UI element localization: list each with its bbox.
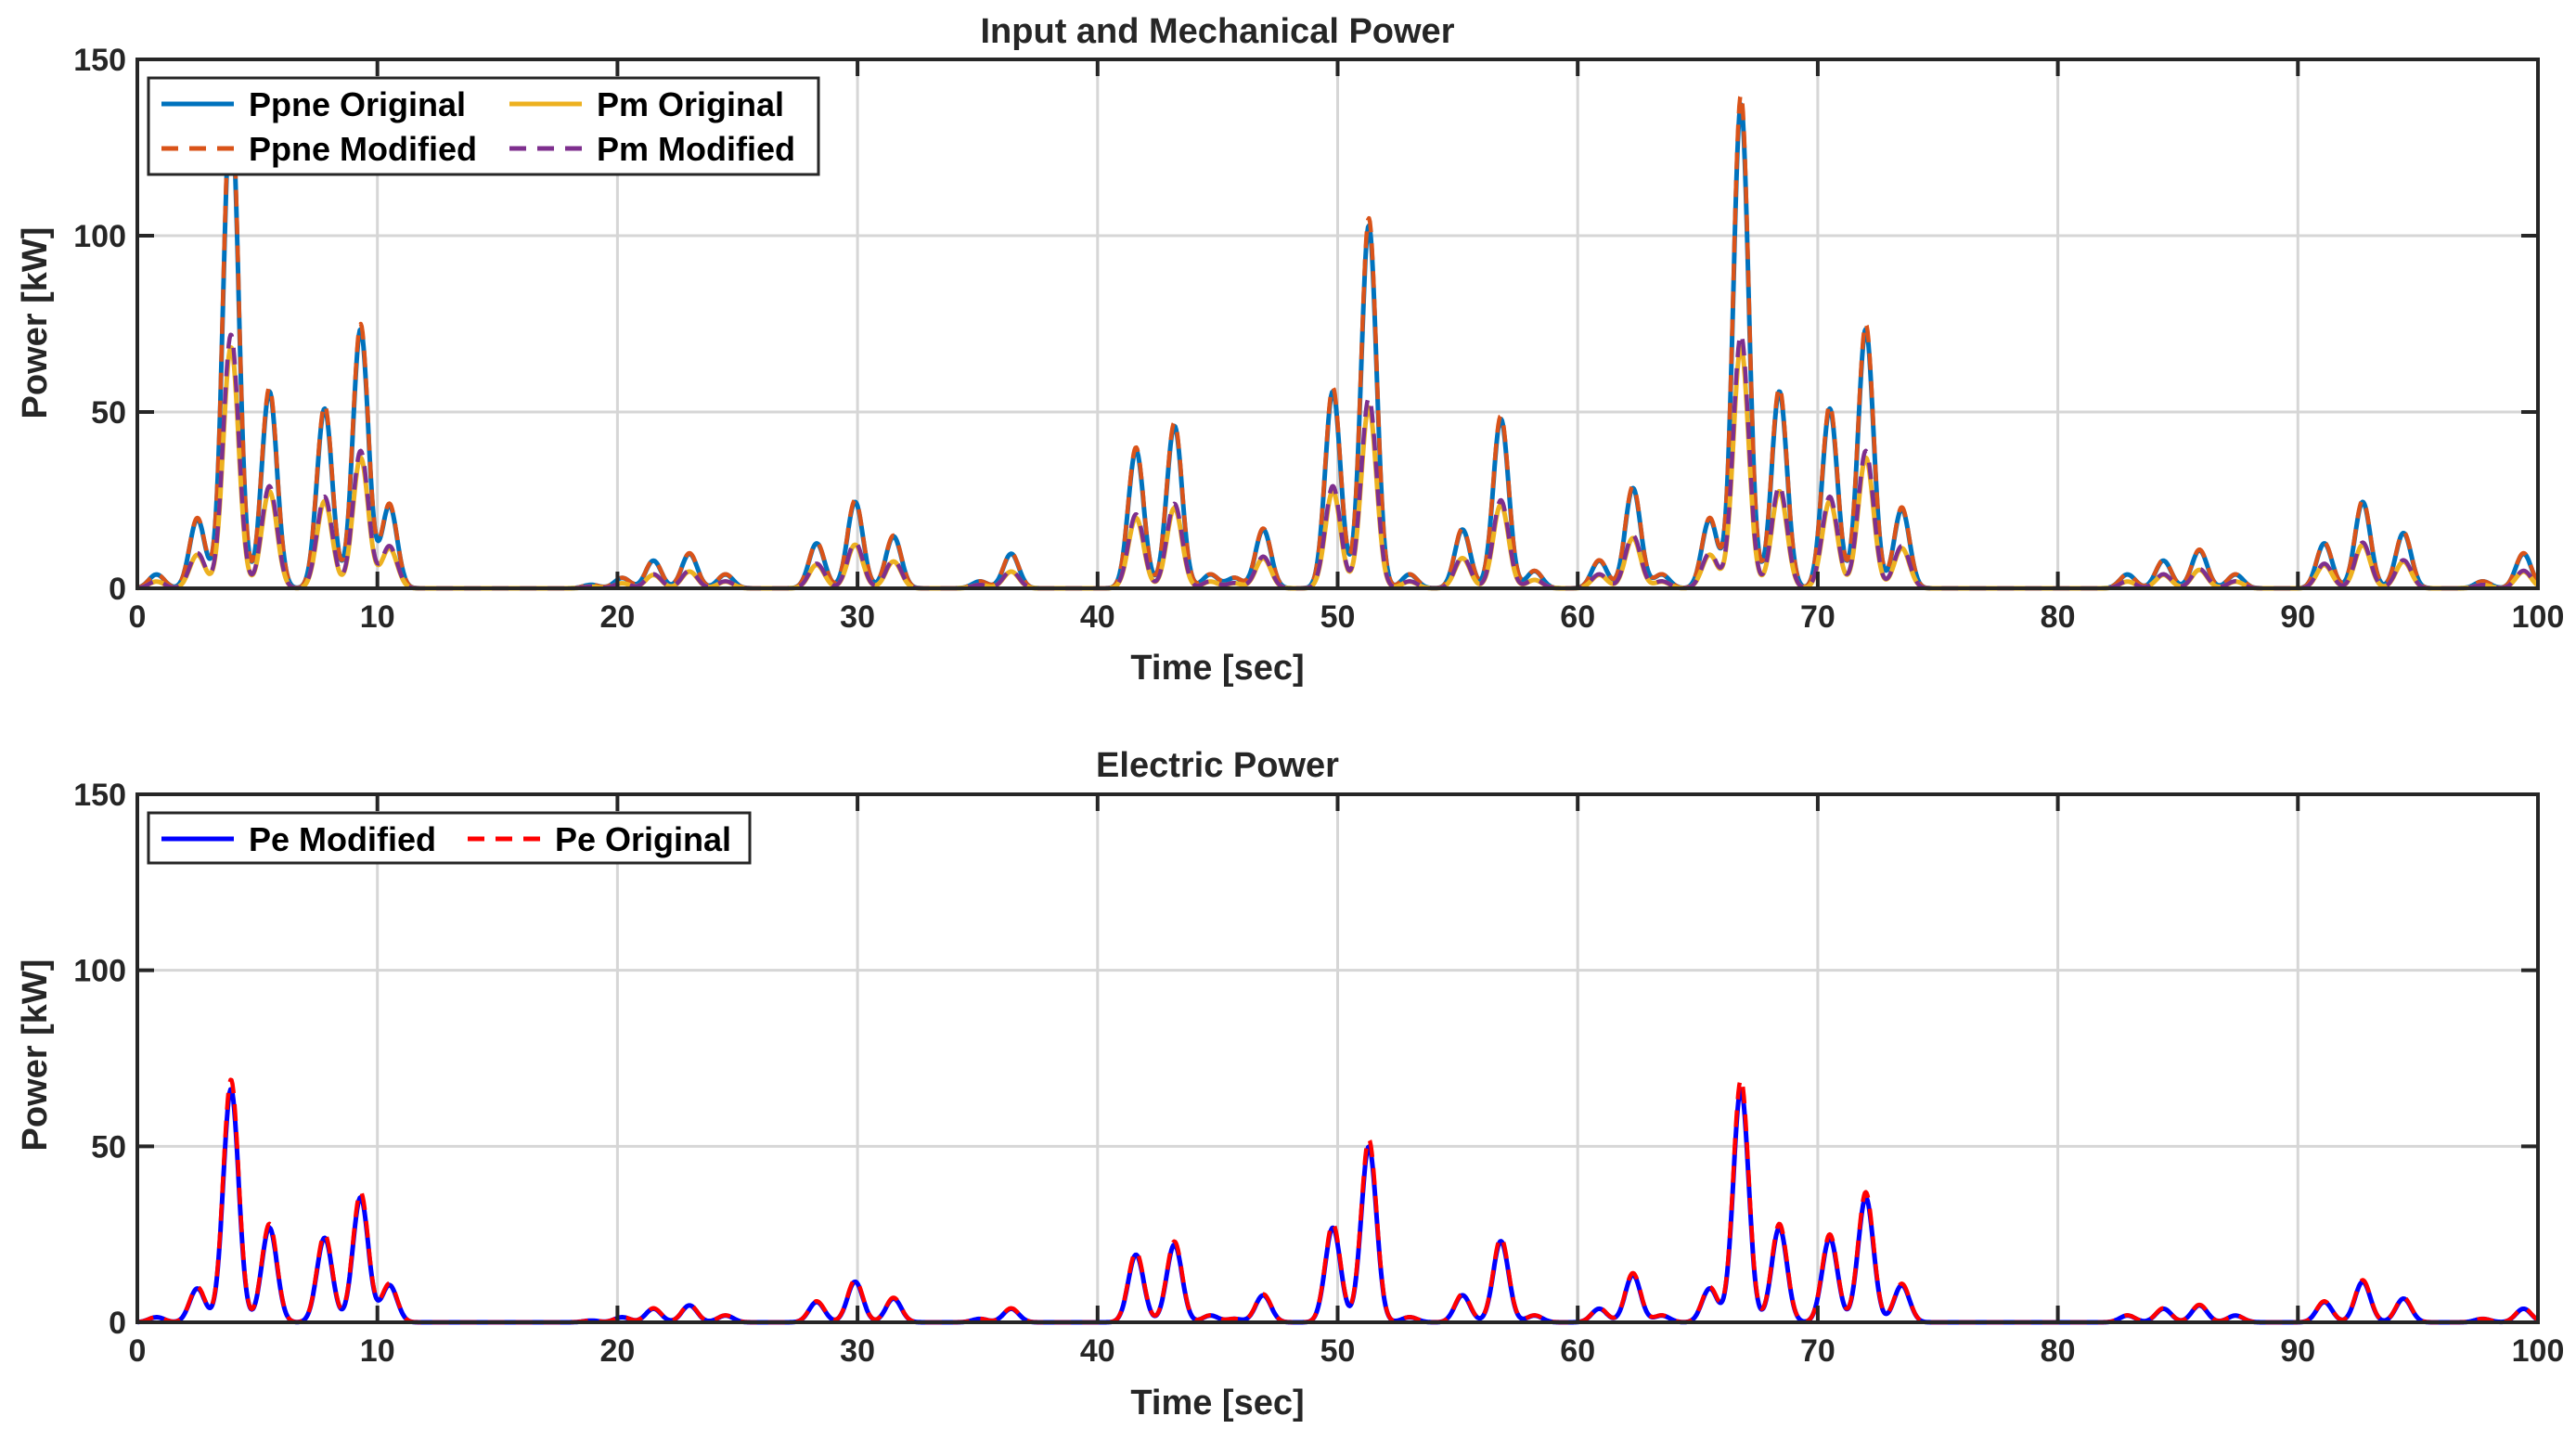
legend-label: Ppne Modified bbox=[249, 130, 477, 168]
x-tick-label: 0 bbox=[129, 1333, 147, 1369]
y-tick-labels: 0 50 100 150 bbox=[73, 43, 126, 607]
series-line-pe-original bbox=[135, 1077, 2540, 1325]
y-tick-label: 150 bbox=[73, 778, 126, 813]
x-tick-labels: 0 10 20 30 40 50 60 70 80 90 100 bbox=[129, 599, 2565, 635]
grid bbox=[137, 794, 2538, 1322]
y-tick-label: 50 bbox=[91, 1129, 126, 1165]
y-tick-label: 100 bbox=[73, 219, 126, 254]
chart-title: Electric Power bbox=[1096, 746, 1339, 785]
x-tick-label: 80 bbox=[2041, 1333, 2076, 1369]
x-tick-label: 10 bbox=[360, 1333, 395, 1369]
x-tick-label: 20 bbox=[599, 599, 635, 635]
x-tick-label: 90 bbox=[2280, 599, 2315, 635]
chart-electric-power: Electric Power 0 10 20 30 40 50 60 70 80 90 100 0 5… bbox=[16, 746, 2564, 1423]
y-tick-label: 150 bbox=[73, 43, 126, 78]
y-tick-label: 0 bbox=[109, 1306, 126, 1341]
legend-label: Pm Original bbox=[597, 85, 784, 123]
x-tick-label: 40 bbox=[1080, 599, 1115, 635]
legend-label: Pe Modified bbox=[249, 820, 436, 858]
y-axis-label: Power [kW] bbox=[16, 959, 55, 1152]
y-tick-label: 100 bbox=[73, 954, 126, 989]
x-tick-label: 30 bbox=[840, 1333, 875, 1369]
chart-title: Input and Mechanical Power bbox=[981, 12, 1455, 51]
x-tick-label: 70 bbox=[1800, 1333, 1835, 1369]
x-tick-label: 100 bbox=[2512, 1333, 2565, 1369]
x-tick-label: 100 bbox=[2512, 599, 2565, 635]
x-tick-label: 50 bbox=[1320, 599, 1356, 635]
x-tick-labels: 0 10 20 30 40 50 60 70 80 90 100 bbox=[129, 1333, 2565, 1369]
x-tick-label: 90 bbox=[2280, 1333, 2315, 1369]
x-tick-label: 60 bbox=[1560, 1333, 1595, 1369]
ticks bbox=[135, 58, 2540, 590]
x-tick-label: 50 bbox=[1320, 1333, 1356, 1369]
y-tick-label: 50 bbox=[91, 395, 126, 431]
legend-label: Pe Original bbox=[555, 820, 731, 858]
legend-label: Ppne Original bbox=[249, 85, 466, 123]
x-tick-label: 60 bbox=[1560, 599, 1595, 635]
x-tick-label: 0 bbox=[129, 599, 147, 635]
x-tick-label: 10 bbox=[360, 599, 395, 635]
chart-input-mechanical-power: Input and Mechanical Power 0 10 20 30 40 50 60… bbox=[16, 12, 2564, 688]
legend-label: Pm Modified bbox=[597, 130, 795, 168]
x-tick-label: 40 bbox=[1080, 1333, 1115, 1369]
y-tick-labels: 0 50 100 150 bbox=[73, 778, 126, 1341]
y-tick-label: 0 bbox=[109, 572, 126, 607]
legend: Pe Modified Pe Original bbox=[147, 811, 752, 865]
x-tick-label: 30 bbox=[840, 599, 875, 635]
x-tick-label: 70 bbox=[1800, 599, 1835, 635]
legend-box bbox=[147, 76, 820, 176]
x-tick-label: 80 bbox=[2041, 599, 2076, 635]
legend: Ppne Original Pm Original Ppne Modified Pm … bbox=[147, 76, 820, 176]
series-line-pm-modified bbox=[135, 332, 2540, 591]
x-tick-label: 20 bbox=[599, 1333, 635, 1369]
series-line-ppne-modified bbox=[135, 92, 2540, 591]
ticks bbox=[135, 792, 2540, 1324]
x-axis-label: Time [sec] bbox=[1130, 649, 1304, 688]
x-axis-label: Time [sec] bbox=[1130, 1384, 1304, 1423]
y-axis-label: Power [kW] bbox=[16, 227, 55, 419]
legend-box bbox=[147, 811, 752, 865]
